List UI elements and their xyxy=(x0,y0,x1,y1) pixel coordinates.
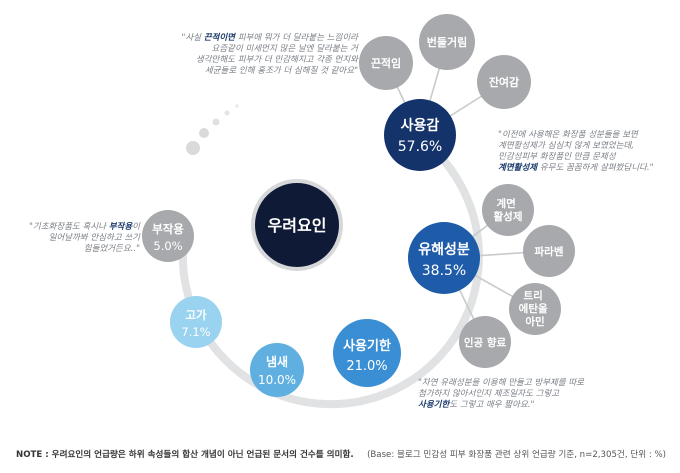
main-node-value: 21.0% xyxy=(346,359,387,374)
sub-node-line: 트리 xyxy=(524,289,543,302)
quote-post: 도 그렇고 매우 짧아요." xyxy=(449,400,535,410)
quote-post: 유무도 꼼꼼하게 살펴봤답니다." xyxy=(537,163,654,173)
sub-node-residue: 잔여감 xyxy=(477,55,531,109)
sub-node-paraben: 파라벤 xyxy=(523,225,575,277)
quote-surfactant: "이전에 사용해온 화장품 성분들을 보면 계면활성제가 심심치 않게 보였었는… xyxy=(498,130,673,174)
quote-highlight: 부작용 xyxy=(108,222,133,232)
quote-side-effect: "기초화장품도 혹시나 부작용이 일어날까봐 안심하고 쓰기 힘들었거든요.." xyxy=(10,222,140,255)
quote-pre: "기초화장품도 혹시나 xyxy=(29,222,109,232)
main-node-label: 냄새 xyxy=(266,354,288,369)
footer-note: NOTE : 우려요인의 언급량은 하위 속성들의 합산 개념이 아닌 언급된 … xyxy=(16,448,354,460)
main-node-value: 10.0% xyxy=(258,373,296,387)
sub-node-label: 계면 활성제 xyxy=(494,197,523,223)
sub-node-label: 번들거림 xyxy=(427,35,467,49)
main-node-label: 유해성분 xyxy=(418,242,470,258)
sub-node-label: 인공 향료 xyxy=(464,336,507,349)
main-node-expiry: 사용기한 21.0% xyxy=(333,319,401,387)
main-node-label: 사용감 xyxy=(401,117,440,134)
sub-node-fragrance: 인공 향료 xyxy=(459,316,511,368)
quote-pre: "자연 유래성분을 이용해 만들고 방부제를 따로 첨가하지 않아서인지 제조일… xyxy=(418,378,585,399)
main-node-side-effect: 부작용 5.0% xyxy=(142,210,194,262)
note-prefix: NOTE : xyxy=(16,450,52,460)
sub-node-line: 계면 xyxy=(497,197,516,210)
sub-node-line: 활성제 xyxy=(494,210,523,223)
sub-node-triethanolamine: 트리 에탄올 아민 xyxy=(509,283,561,335)
quote-post: 피부에 뭐가 더 달라붙는 느낌이라 요즘같이 미세먼지 많은 날엔 달라붙는 … xyxy=(195,33,358,76)
quote-sticky: "사실 끈적이면 피부에 뭐가 더 달라붙는 느낌이라 요즘같이 미세먼지 많은… xyxy=(158,33,358,77)
sub-node-sticky: 끈적임 xyxy=(359,36,413,90)
main-node-label: 사용기한 xyxy=(343,338,391,354)
sub-node-label: 파라벤 xyxy=(535,245,564,258)
quote-highlight: 계면활성제 xyxy=(498,163,538,173)
main-node-smell: 냄새 10.0% xyxy=(250,343,304,397)
center-label: 우려요인 xyxy=(268,216,327,235)
quote-highlight: 사용기한 xyxy=(418,400,450,410)
sub-node-label: 트리 에탄올 아민 xyxy=(519,289,552,328)
quote-expiry: "자연 유래성분을 이용해 만들고 방부제를 따로 첨가하지 않아서인지 제조일… xyxy=(418,378,628,411)
main-node-usage: 사용감 57.6% xyxy=(384,99,456,171)
note-text: 우려요인의 언급량은 하위 속성들의 합산 개념이 아닌 언급된 문서의 건수를… xyxy=(51,450,354,460)
sub-node-greasy: 번들거림 xyxy=(419,14,475,70)
sub-node-line: 아민 xyxy=(525,315,544,328)
main-node-label: 고가 xyxy=(185,308,207,322)
footer-base: (Base: 블로그 민감성 피부 화장품 관련 상위 언급량 기준, n=2,… xyxy=(367,450,666,460)
main-node-value: 5.0% xyxy=(153,239,182,253)
sub-node-label: 잔여감 xyxy=(489,75,519,89)
main-node-value: 7.1% xyxy=(181,325,210,339)
main-node-value: 57.6% xyxy=(398,139,442,155)
quote-post: 이 일어날까봐 안심하고 쓰기 힘들었거든요.." xyxy=(48,222,140,254)
main-node-harmful: 유해성분 38.5% xyxy=(408,222,480,294)
sub-node-line: 에탄올 xyxy=(519,302,548,315)
center-node: 우려요인 xyxy=(251,179,343,271)
quote-pre: "이전에 사용해온 화장품 성분들을 보면 계면활성제가 심심치 않게 보였었는… xyxy=(498,130,638,162)
main-node-value: 38.5% xyxy=(422,263,466,279)
quote-highlight: 끈적이면 xyxy=(203,33,235,43)
sub-node-label: 끈적임 xyxy=(371,56,401,70)
main-node-label: 부작용 xyxy=(152,222,184,236)
decorative-dots xyxy=(186,104,239,155)
main-node-price: 고가 7.1% xyxy=(170,296,222,348)
sub-node-surfactant: 계면 활성제 xyxy=(482,184,534,236)
quote-pre: "사실 xyxy=(181,33,204,43)
